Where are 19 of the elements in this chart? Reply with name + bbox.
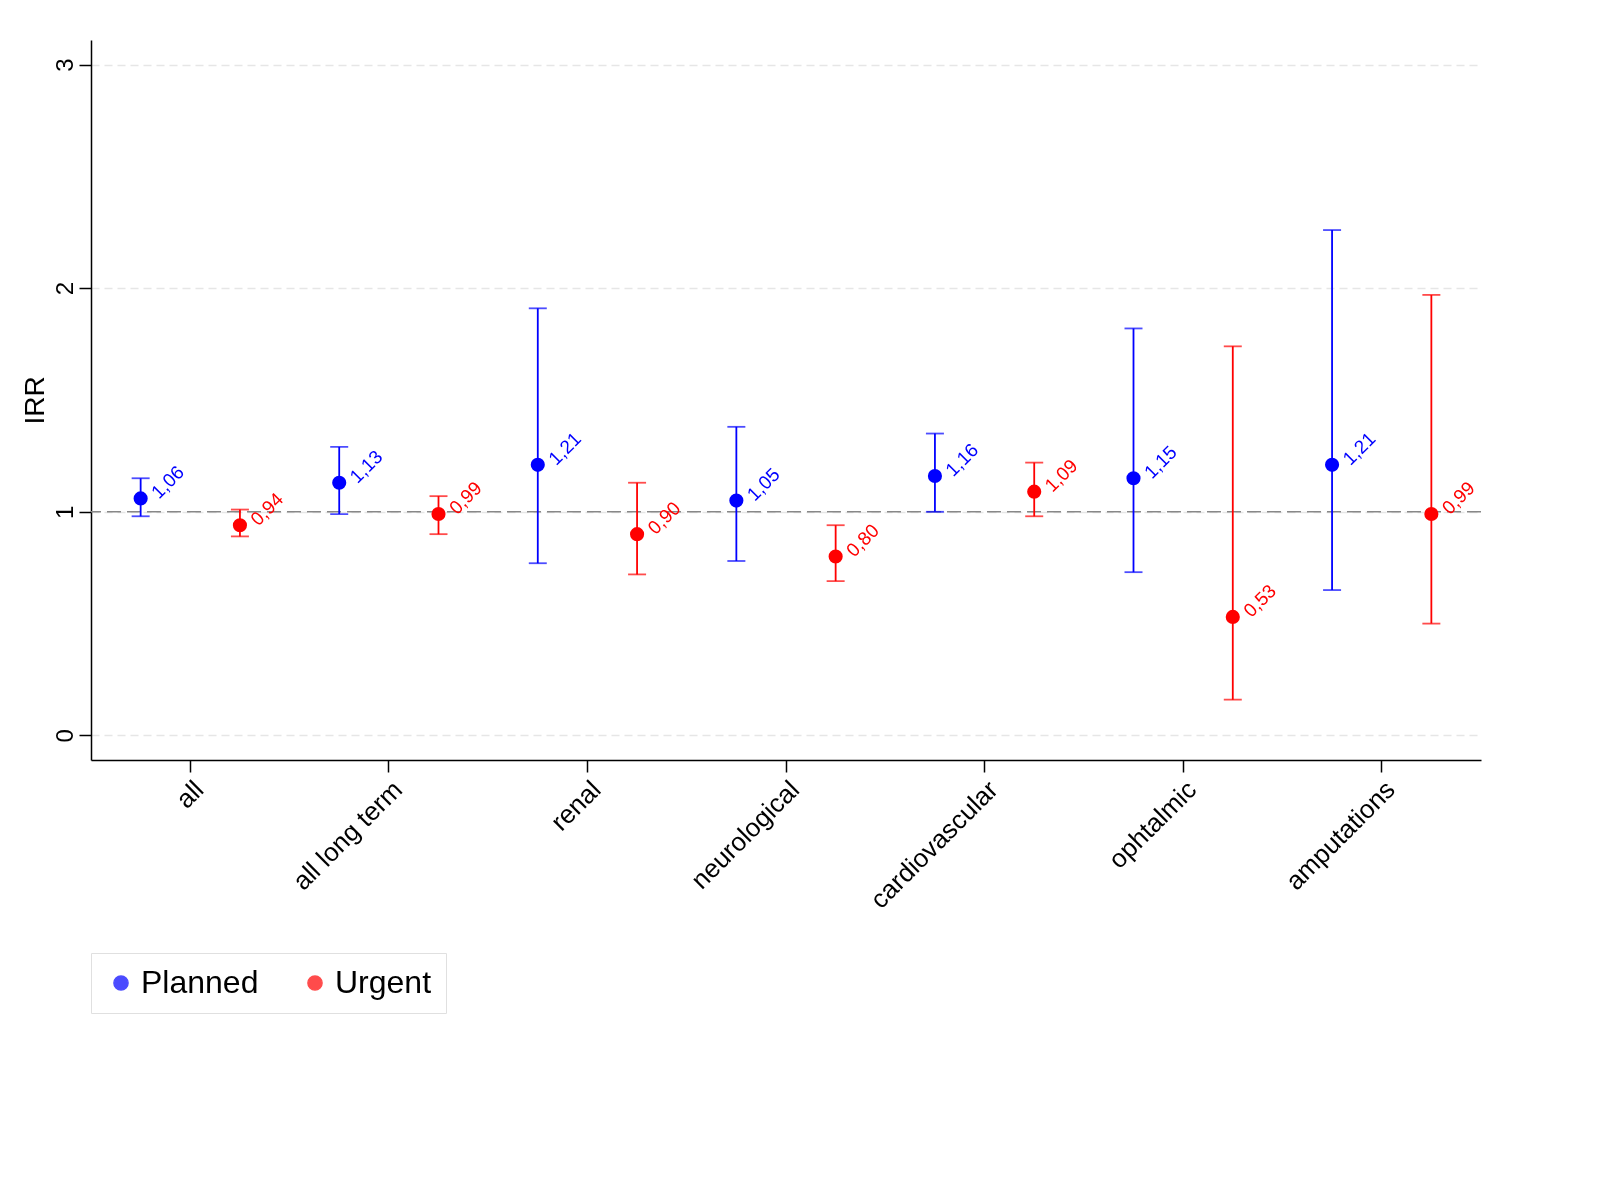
data-label: 1,21 bbox=[544, 428, 586, 470]
y-tick-label: 1 bbox=[50, 505, 78, 519]
data-label: 0,99 bbox=[1437, 477, 1479, 519]
data-label: 1,13 bbox=[345, 445, 387, 487]
legend-label: Urgent bbox=[335, 964, 432, 1000]
y-tick-label: 3 bbox=[50, 58, 78, 72]
data-label: 1,09 bbox=[1040, 454, 1082, 496]
x-tick-label: all bbox=[169, 774, 210, 814]
data-label: 0,94 bbox=[246, 488, 288, 530]
x-tick-label: all long term bbox=[286, 774, 408, 896]
data-label: 0,80 bbox=[842, 519, 884, 561]
data-label: 1,21 bbox=[1338, 428, 1380, 470]
y-tick-label: 0 bbox=[50, 729, 78, 743]
legend-label: Planned bbox=[141, 964, 259, 1000]
data-label: 0,99 bbox=[444, 477, 486, 519]
y-axis-title: IRR bbox=[18, 376, 50, 425]
y-tick-label: 2 bbox=[50, 282, 78, 296]
data-label: 0,53 bbox=[1239, 580, 1281, 622]
data-label: 0,90 bbox=[643, 497, 685, 539]
